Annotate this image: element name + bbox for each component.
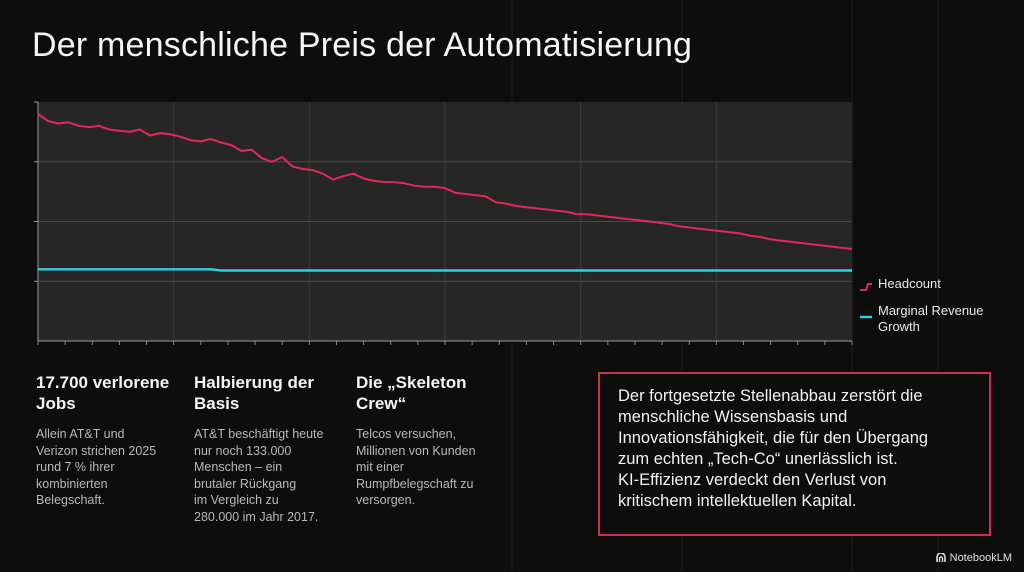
stat-title-line1: 17.700 verlorene: [36, 373, 170, 392]
stat-text-line: versorgen.: [356, 493, 416, 507]
stat-title-line2: Basis: [194, 394, 240, 413]
stat-title-line1: Die „Skeleton: [356, 373, 467, 392]
series-line-revenue: [38, 268, 852, 272]
stat-text-line: rund 7 % ihrer: [36, 460, 115, 474]
page-title: Der menschliche Preis der Automatisierun…: [32, 26, 693, 64]
legend-label-revenue-line1: Marginal Revenue: [878, 303, 984, 318]
stat-title-line1: Halbierung der: [194, 373, 314, 392]
stat-text-line: Allein AT&T und: [36, 427, 125, 441]
callout-line: Innovationsfähigkeit, die für den Überga…: [618, 429, 929, 447]
brand-label: NotebookLM: [949, 552, 1012, 564]
notebooklm-logo-icon: [935, 553, 946, 562]
legend-marks: [860, 283, 872, 319]
stat-text-line: brutaler Rückgang: [194, 476, 297, 491]
stat-skeleton-crew: Die „Skeleton Crew“ Telcos versuchen, Mi…: [356, 372, 506, 509]
stat-text-line: Menschen – ein: [194, 460, 283, 474]
stat-text-line: im Vergleich zu: [194, 493, 279, 507]
stat-text-line: Telcos versuchen,: [356, 427, 457, 441]
stat-title-line2: Jobs: [36, 394, 76, 413]
callout-line: KI-Effizienz verdeckt den Verlust von: [618, 471, 887, 489]
legend-label-revenue: Marginal Revenue Growth: [878, 303, 984, 335]
callout-line: zum echten „Tech-Co“ unerlässlich ist.: [618, 450, 898, 468]
callout-line: menschliche Wissensbasis und: [618, 408, 848, 426]
callout-box: Der fortgesetzte Stellenabbau zerstört d…: [598, 372, 991, 536]
stat-title-line2: Crew“: [356, 394, 407, 413]
stat-text-line: Belegschaft.: [36, 493, 105, 507]
callout-line: Der fortgesetzte Stellenabbau zerstört d…: [618, 387, 923, 405]
chart-series: [37, 113, 853, 272]
stat-text-line: nur noch 133.000: [194, 443, 292, 458]
stat-text-line: Millionen von Kunden: [356, 443, 476, 458]
stat-text-line: Rumpfbelegschaft zu: [356, 476, 474, 491]
brand-watermark: NotebookLM: [935, 552, 1012, 564]
stat-title: 17.700 verlorene Jobs: [36, 372, 186, 414]
stat-lost-jobs: 17.700 verlorene Jobs Allein AT&T und Ve…: [36, 372, 186, 509]
stat-text-line: AT&T beschäftigt heute: [194, 427, 324, 441]
stat-text-line: Verizon strichen 2025: [36, 443, 157, 458]
callout-text: Der fortgesetzte Stellenabbau zerstört d…: [618, 386, 971, 512]
legend-swatch-headcount: [860, 283, 872, 291]
stat-title: Die „Skeleton Crew“: [356, 372, 506, 414]
stat-title: Halbierung der Basis: [194, 372, 344, 414]
stat-text: Allein AT&T und Verizon strichen 2025 ru…: [36, 426, 186, 509]
legend-label-revenue-line2: Growth: [878, 319, 920, 334]
stat-text-line: mit einer: [356, 460, 404, 474]
stat-text: Telcos versuchen, Millionen von Kunden m…: [356, 426, 506, 509]
callout-line: kritischem intellektuellen Kapital.: [618, 492, 857, 510]
chart-grid: [34, 101, 853, 345]
stat-text-line: 280.000 im Jahr 2017.: [194, 509, 319, 524]
stat-halving-base: Halbierung der Basis AT&T beschäftigt he…: [194, 372, 344, 525]
stat-text-line: kombinierten: [36, 476, 108, 491]
series-line-headcount: [37, 113, 853, 250]
legend-label-headcount: Headcount: [878, 276, 941, 291]
stat-text: AT&T beschäftigt heute nur noch 133.000 …: [194, 426, 344, 525]
